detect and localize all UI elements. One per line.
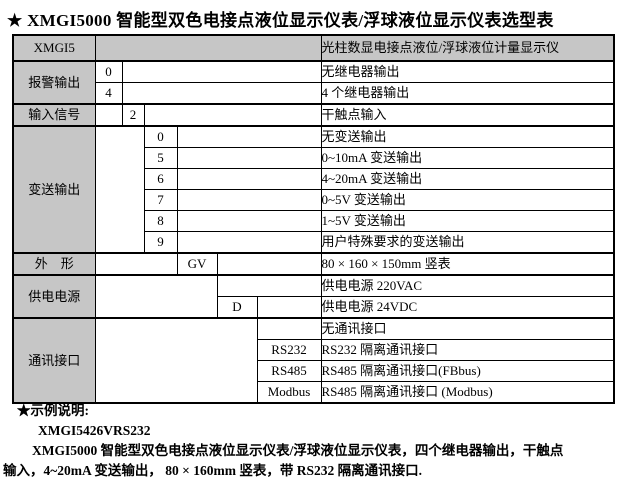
spacer-cell [94,34,322,62]
description-cell: 干触点输入 [320,103,615,127]
description-cell: RS232 隔离通讯接口 [320,339,615,361]
table-row: RS485 RS485 隔离通讯接口(FBbus) [13,360,615,382]
table-row: 5 0~10mA 变送输出 [13,147,615,169]
section-label-input-signal: 输入信号 [12,103,96,127]
page-title: ★ XMGI5000 智能型双色电接点液位显示仪表/浮球液位显示仪表选型表 [7,11,554,30]
spacer-cell [176,125,322,148]
spacer-cell [94,274,218,319]
table-row: 报警输出 0 无继电器输出 [12,60,615,105]
spacer-cell [121,82,322,105]
code-cell: Modbus [256,381,322,404]
example-description-line1: XMGI5000 智能型双色电接点液位显示仪表/浮球液位显示仪表，四个继电器输出… [32,443,564,458]
example-description-line2: 输入，4~20mA 变送输出， 80 × 160mm 竖表，带 RS232 隔离… [3,463,422,478]
description-cell: 无变送输出 [320,125,615,148]
section-label-transmit-output: 变送输出 [12,125,96,254]
table-row: 9 用户特殊要求的变送输出 [13,231,615,254]
section-label-shape: 外 形 [12,252,96,276]
table-row: 变送输出 0 无变送输出 [12,125,615,254]
spacer-cell [94,317,258,404]
code-cell: 0 [94,60,123,83]
code-cell: 6 [143,168,178,190]
description-cell: 供电电源 220VAC [320,274,615,297]
section-label-alarm-output: 报警输出 [12,60,96,105]
table-row-model: XMGI5 光柱数显电接点液位/浮球液位计量显示仪 [12,34,615,62]
code-cell: 5 [143,147,178,169]
example-heading: ★示例说明: [17,403,89,418]
spacer-cell [256,296,322,319]
description-cell: 供电电源 24VDC [320,296,615,319]
table-row: 8 1~5V 变送输出 [13,210,615,232]
description-cell: RS485 隔离通讯接口 (Modbus) [320,381,615,404]
section-label-power-supply: 供电电源 [12,274,96,319]
selection-table: XMGI5 光柱数显电接点液位/浮球液位计量显示仪 报警输出 0 无继电器输出 … [12,34,615,404]
code-cell: 2 [121,103,145,127]
code-cell: RS232 [256,339,322,361]
spacer-cell [121,60,322,83]
code-cell: 4 [94,82,123,105]
table-row: 通讯接口 无通讯接口 [12,317,615,404]
code-cell: D [216,296,258,319]
table-row: 供电电源 供电电源 220VAC [12,274,615,319]
example-model-code: XMGI5426VRS232 [38,423,151,438]
spacer-cell [176,231,322,254]
spacer-cell [176,168,322,190]
code-cell [256,317,322,340]
spacer-cell [176,210,322,232]
spacer-cell [176,147,322,169]
spacer-cell [176,189,322,211]
code-cell: 9 [143,231,178,254]
table-row: D 供电电源 24VDC [13,296,615,319]
spacer-cell [94,103,123,127]
model-desc-cell: 光柱数显电接点液位/浮球液位计量显示仪 [320,34,615,62]
spacer-cell [143,103,322,127]
model-prefix-cell: XMGI5 [12,34,96,62]
code-cell: 7 [143,189,178,211]
spacer-cell [94,125,145,254]
description-cell: 无继电器输出 [320,60,615,83]
code-cell: 0 [143,125,178,148]
code-cell: RS485 [256,360,322,382]
table-row: RS232 RS232 隔离通讯接口 [13,339,615,361]
spacer-cell [94,252,178,276]
section-label-comm-interface: 通讯接口 [12,317,96,404]
description-cell: 0~5V 变送输出 [320,189,615,211]
description-cell: 0~10mA 变送输出 [320,147,615,169]
example-section: ★示例说明: XMGI5426VRS232 XMGI5000 智能型双色电接点液… [3,401,623,481]
code-cell: 8 [143,210,178,232]
table-row: 4 4 个继电器输出 [13,82,615,105]
spacer-cell [216,252,322,276]
table-row: 外 形 GV 80 × 160 × 150mm 竖表 [12,252,615,276]
description-cell: 4~20mA 变送输出 [320,168,615,190]
code-cell [216,274,322,297]
description-cell: RS485 隔离通讯接口(FBbus) [320,360,615,382]
description-cell: 1~5V 变送输出 [320,210,615,232]
description-cell: 用户特殊要求的变送输出 [320,231,615,254]
code-cell: GV [176,252,218,276]
table-row: Modbus RS485 隔离通讯接口 (Modbus) [13,381,615,404]
description-cell: 无通讯接口 [320,317,615,340]
description-cell: 80 × 160 × 150mm 竖表 [320,252,615,276]
table-row: 输入信号 2 干触点输入 [12,103,615,127]
description-cell: 4 个继电器输出 [320,82,615,105]
